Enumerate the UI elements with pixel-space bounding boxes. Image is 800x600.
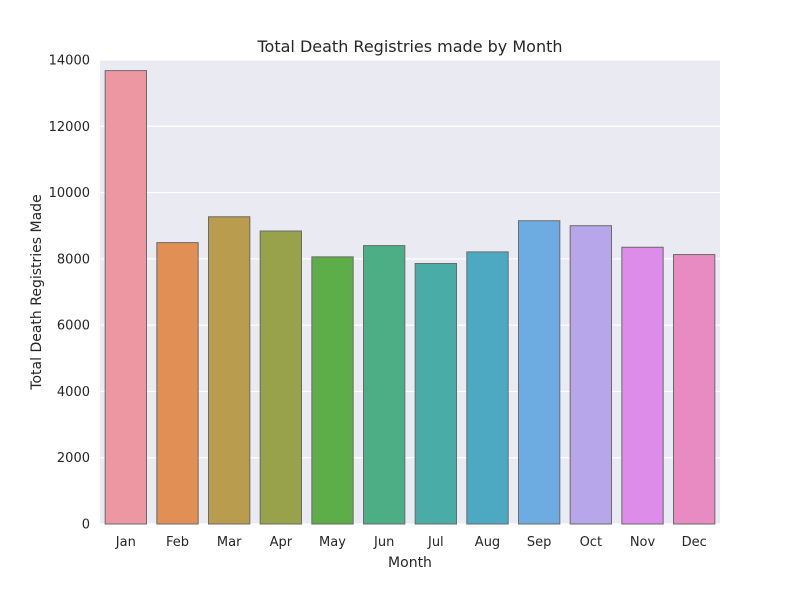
x-axis-ticks: Jan Feb Mar Apr May Jun Jul Aug Sep Oct Nov Dec <box>115 535 707 550</box>
x-tick-label: Nov <box>630 535 656 550</box>
bar-nov <box>621 246 664 525</box>
bar-jul <box>414 262 457 525</box>
y-tick-label: 8000 <box>57 252 90 267</box>
x-tick-label: Jun <box>373 535 394 550</box>
x-tick-label: Jan <box>115 535 136 550</box>
y-axis-label: Total Death Registries Made <box>29 194 45 390</box>
x-tick-label: May <box>319 535 346 550</box>
bar-jun <box>363 245 406 525</box>
bar-aug <box>466 251 509 525</box>
bar-may <box>311 256 354 525</box>
chart-title: Total Death Registries made by Month <box>257 37 563 56</box>
bar-mar <box>208 216 251 525</box>
x-tick-label: Mar <box>217 535 242 550</box>
y-axis-ticks: 0 2000 4000 6000 8000 10000 12000 14000 <box>49 54 90 533</box>
x-tick-label: Aug <box>475 535 500 550</box>
bars-group <box>104 70 716 525</box>
bar-oct <box>569 225 613 525</box>
y-tick-label: 6000 <box>57 319 90 334</box>
bar-dec <box>673 254 716 525</box>
x-axis-label: Month <box>388 555 432 571</box>
y-tick-label: 4000 <box>57 385 90 400</box>
bar-feb <box>156 242 199 525</box>
bar-sep <box>518 220 561 525</box>
y-tick-label: 0 <box>82 518 90 533</box>
x-tick-label: Sep <box>527 535 552 550</box>
y-tick-label: 10000 <box>49 186 90 201</box>
bar-apr <box>259 230 302 525</box>
plot-area <box>100 60 720 524</box>
x-tick-label: Dec <box>682 535 707 550</box>
bar-jan <box>104 70 147 525</box>
y-tick-label: 2000 <box>57 451 90 466</box>
y-tick-label: 12000 <box>49 120 90 135</box>
x-tick-label: Feb <box>166 535 189 550</box>
x-tick-label: Oct <box>580 535 602 550</box>
gridlines <box>100 59 720 525</box>
x-tick-label: Apr <box>270 535 293 550</box>
y-tick-label: 14000 <box>49 54 90 69</box>
x-tick-label: Jul <box>427 535 444 550</box>
